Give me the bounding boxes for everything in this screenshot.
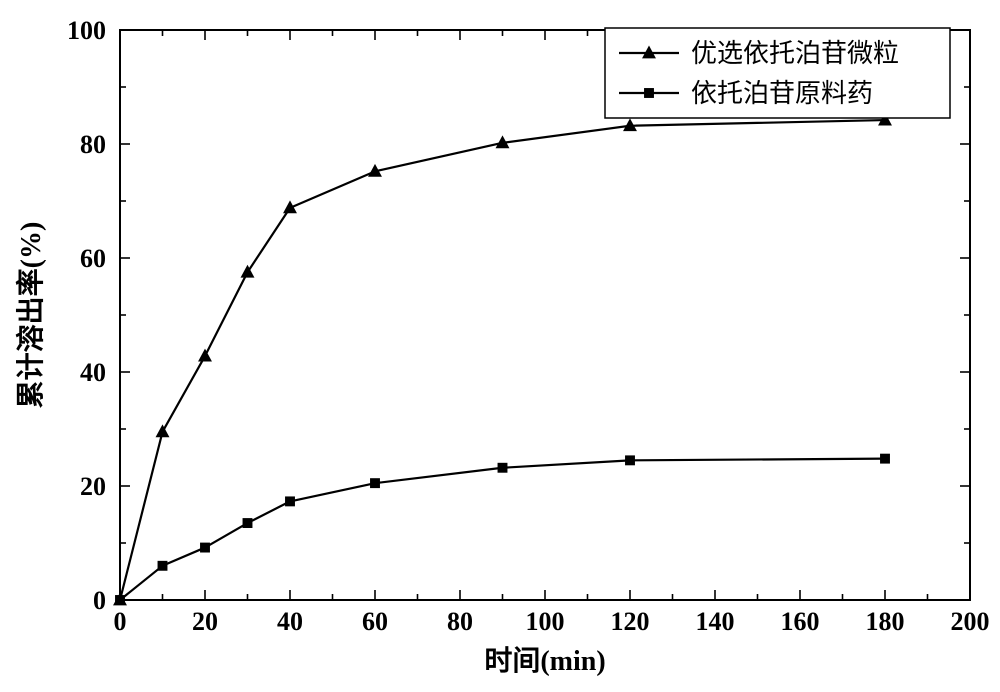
y-tick-label: 80 — [80, 130, 106, 159]
square-marker — [158, 561, 168, 571]
legend-item-label: 优选依托泊苷微粒 — [691, 39, 899, 68]
legend: 优选依托泊苷微粒依托泊苷原料药 — [605, 28, 950, 118]
x-tick-label: 60 — [362, 607, 388, 636]
x-tick-label: 80 — [447, 607, 473, 636]
series-etoposide_microparticle — [113, 113, 892, 606]
dissolution-chart: 0 20 40 60 80 100 120 140 160 180 200 0 20 40 60 80 100 时… — [0, 0, 1000, 692]
triangle-marker — [156, 424, 170, 437]
x-tick-label: 40 — [277, 607, 303, 636]
x-tick-label: 200 — [951, 607, 990, 636]
y-tick-label: 100 — [67, 16, 106, 45]
square-marker — [200, 543, 210, 553]
square-marker — [370, 478, 380, 488]
square-marker — [644, 88, 654, 98]
y-tick-label: 0 — [93, 586, 106, 615]
square-marker — [880, 454, 890, 464]
series-etoposide_raw — [115, 454, 890, 605]
square-marker — [243, 518, 253, 528]
square-marker — [498, 463, 508, 473]
x-tick-label: 160 — [781, 607, 820, 636]
x-tick-label: 120 — [611, 607, 650, 636]
square-marker — [285, 496, 295, 506]
y-axis-label: 累计溶出率(%) — [14, 222, 47, 409]
x-tick-label: 0 — [114, 607, 127, 636]
x-tick-label: 180 — [866, 607, 905, 636]
x-tick-label: 140 — [696, 607, 735, 636]
square-marker — [115, 595, 125, 605]
y-tick-label: 20 — [80, 472, 106, 501]
y-tick-label: 40 — [80, 358, 106, 387]
x-tick-label: 20 — [192, 607, 218, 636]
x-axis-label: 时间(min) — [484, 645, 605, 677]
legend-item-label: 依托泊苷原料药 — [691, 79, 873, 108]
y-tick-label: 60 — [80, 244, 106, 273]
square-marker — [625, 455, 635, 465]
x-tick-label: 100 — [526, 607, 565, 636]
triangle-marker — [198, 349, 212, 362]
